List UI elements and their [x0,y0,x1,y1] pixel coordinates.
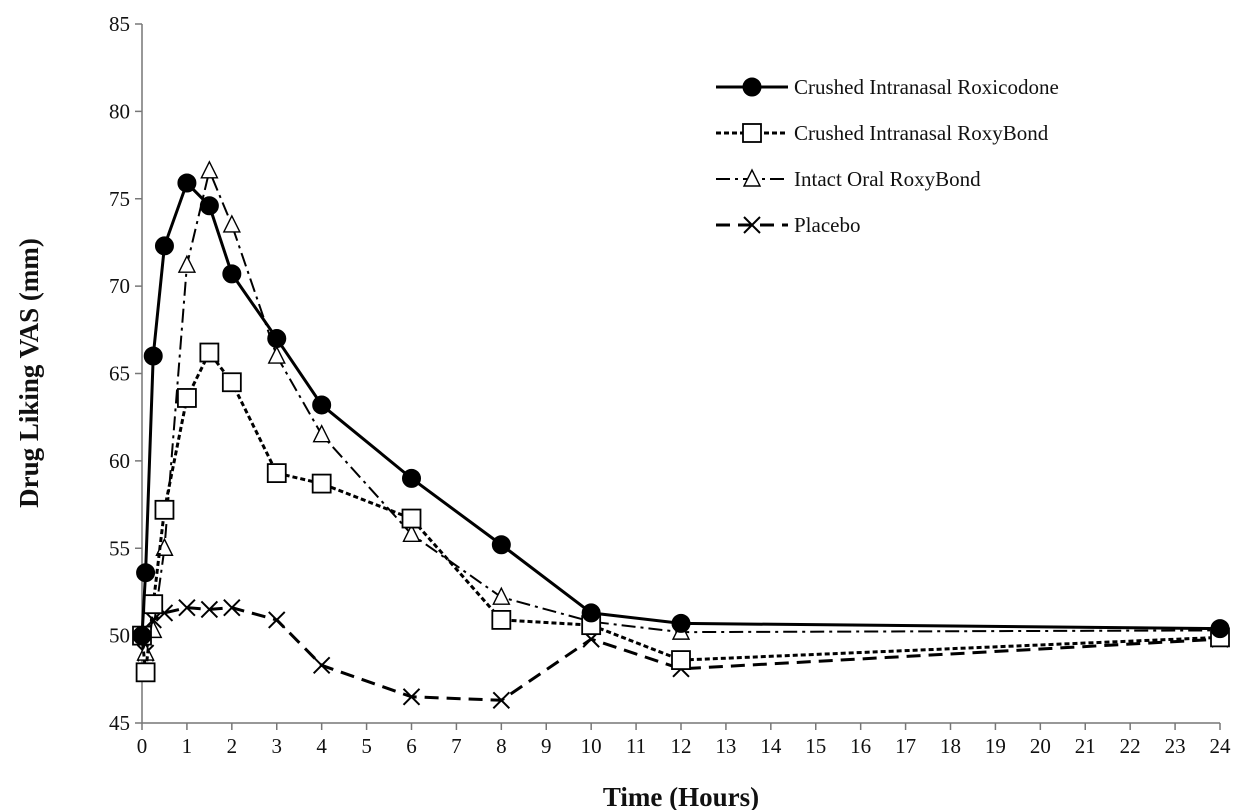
series-3 [133,598,1229,709]
data-point [135,662,156,683]
x-tick-label: 13 [715,734,736,758]
data-point [312,656,331,675]
data-point [178,598,196,617]
legend: Crushed Intranasal Roxicodone Crushed Int… [716,75,1059,237]
x-tick-label: 16 [850,734,871,758]
x-ticks: 0 1 2 3 4 5 6 7 8 9 10 11 12 13 14 15 16 17 18 19 20 21 22 23 24 [137,723,1231,758]
x-tick-label: 12 [671,734,692,758]
data-point [136,563,156,583]
x-axis-title: Time (Hours) [603,782,759,810]
data-point [266,463,287,484]
data-point [200,160,219,179]
data-point [177,173,197,193]
series-line [140,349,1221,673]
data-point [267,329,287,349]
data-point [199,196,219,216]
data-point [199,342,220,363]
data-point [267,345,286,364]
data-point [154,236,174,256]
legend-label: Intact Oral RoxyBond [794,167,981,191]
x-tick-label: 14 [760,734,782,758]
data-point [200,600,219,619]
y-tick-label: 85 [109,12,130,36]
data-point [222,214,241,233]
y-ticks: 45 50 55 60 65 70 75 80 85 [109,12,142,735]
x-tick-label: 7 [451,734,462,758]
x-tick-label: 20 [1030,734,1051,758]
legend-item: Intact Oral RoxyBond [716,167,981,191]
y-tick-label: 65 [109,362,130,386]
series-line [140,180,1221,636]
data-point [671,650,691,670]
legend-label: Crushed Intranasal Roxicodone [794,75,1059,99]
x-tick-label: 19 [985,734,1006,758]
data-point [491,535,511,555]
data-point [312,395,332,415]
data-point [581,603,601,623]
x-tick-label: 4 [316,734,327,758]
data-point [402,688,421,706]
data-point [143,594,164,615]
y-tick-label: 80 [109,99,130,123]
y-axis-title: Drug Liking VAS (mm) [14,238,44,508]
data-point [177,254,197,273]
data-point [311,473,332,494]
legend-item: Crushed Intranasal Roxicodone [716,75,1059,99]
y-tick-label: 70 [109,274,130,298]
x-tick-label: 5 [361,734,372,758]
x-tick-label: 2 [227,734,238,758]
series-2 [132,160,1230,661]
data-point [402,523,421,542]
data-point [401,508,422,529]
data-point [312,424,331,443]
legend-label: Crushed Intranasal RoxyBond [794,121,1049,145]
data-point [222,264,242,284]
x-tick-label: 3 [272,734,283,758]
x-tick-label: 21 [1075,734,1096,758]
x-tick-label: 1 [182,734,193,758]
x-tick-label: 23 [1165,734,1186,758]
data-point [492,586,511,605]
series-layer [132,160,1230,709]
series-0 [132,173,1230,646]
x-tick-label: 17 [895,734,916,758]
legend-swatch-marker [742,123,762,143]
x-tick-label: 22 [1120,734,1141,758]
data-point [132,626,152,646]
legend-swatch-marker [742,168,762,187]
y-tick-label: 60 [109,449,130,473]
y-tick-label: 55 [109,536,130,560]
data-point [402,468,421,488]
legend-label: Placebo [794,213,860,237]
legend-swatch-marker [743,216,761,234]
data-point [221,372,242,393]
data-point [492,691,511,709]
x-tick-label: 0 [137,734,148,758]
legend-swatch-marker [742,77,762,97]
x-tick-label: 18 [940,734,961,758]
y-tick-label: 75 [109,187,130,211]
x-tick-label: 6 [406,734,417,758]
data-point [671,613,691,633]
data-point [223,598,241,617]
y-tick-label: 45 [109,711,130,735]
legend-item: Placebo [716,213,860,237]
data-point [177,388,197,408]
x-tick-label: 9 [541,734,552,758]
data-point [491,609,512,630]
data-point [143,346,163,366]
series-line [141,167,1221,657]
x-tick-label: 10 [581,734,602,758]
y-tick-label: 50 [109,624,130,648]
legend-item: Crushed Intranasal RoxyBond [716,121,1049,145]
data-point [154,499,175,520]
x-tick-label: 15 [805,734,826,758]
x-tick-label: 24 [1210,734,1232,758]
x-tick-label: 11 [626,734,646,758]
x-tick-label: 8 [496,734,507,758]
data-point [1210,619,1230,639]
data-point [268,611,286,629]
